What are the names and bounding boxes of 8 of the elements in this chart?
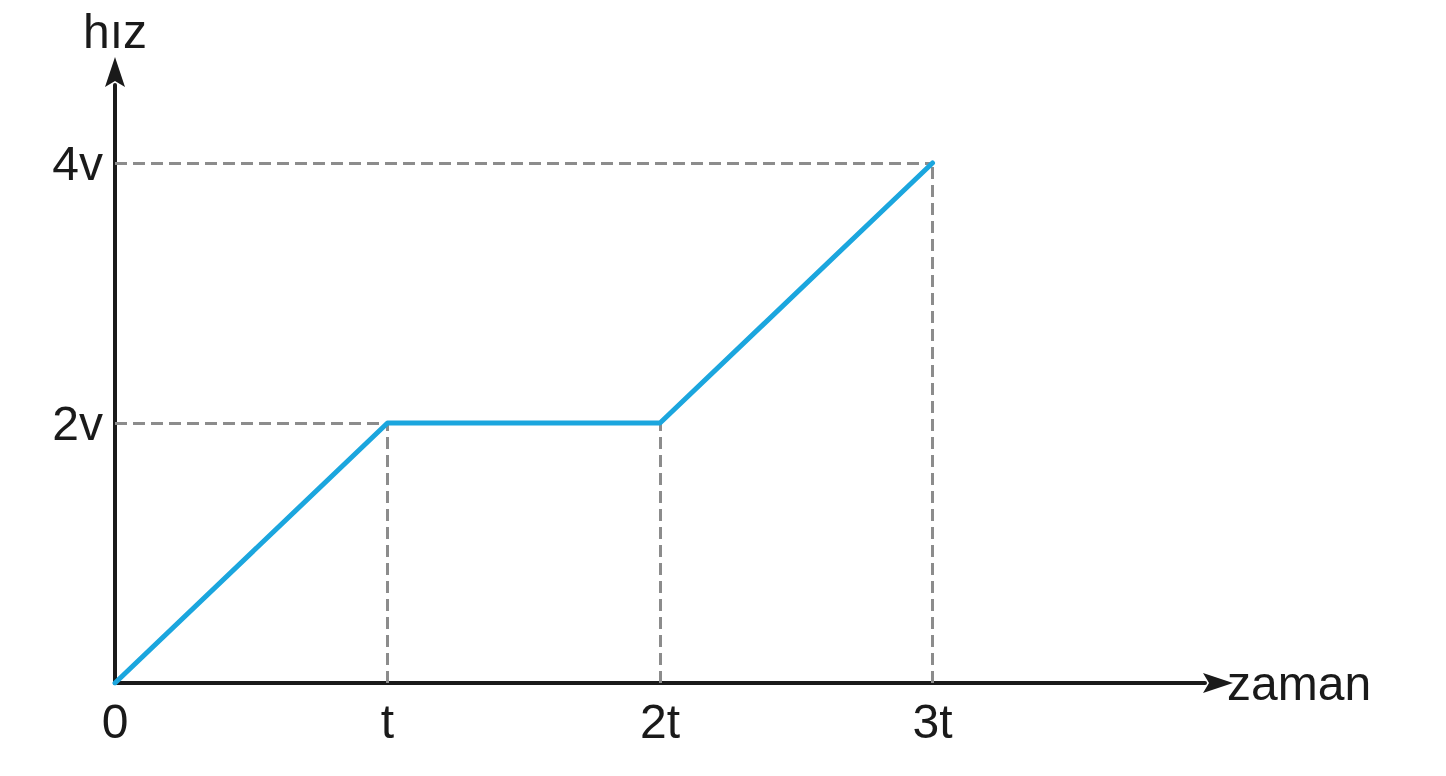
x-tick-label: 2t (639, 694, 681, 748)
y-tick-label: 2v (52, 396, 103, 450)
y-axis-title: hız (82, 4, 148, 58)
x-tick-label: 0 (101, 694, 129, 748)
x-axis-title: zaman (1227, 656, 1372, 710)
x-tick-label: t (380, 694, 395, 748)
y-tick-label: 4v (52, 136, 103, 190)
x-tick-label: 3t (912, 694, 953, 748)
